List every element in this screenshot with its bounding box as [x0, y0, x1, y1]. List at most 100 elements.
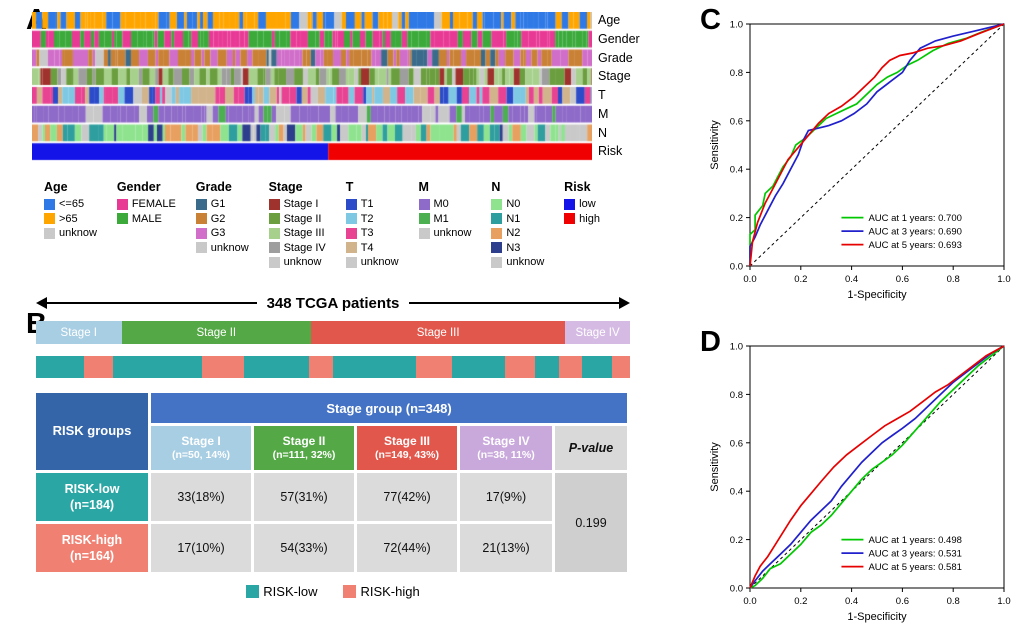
- heatmap-row-label: T: [598, 88, 606, 102]
- y-tick-label: 0.0: [730, 262, 743, 273]
- legend-label: Stage I: [283, 198, 319, 210]
- y-axis-label: Sensitivity: [709, 442, 721, 492]
- risk-segment-high: [416, 356, 452, 378]
- legend-swatch-icon: [491, 227, 503, 239]
- legend-item: G1: [195, 198, 249, 210]
- legend-group-age: Age <=65 >65 unknow: [44, 180, 97, 271]
- legend-label: N1: [506, 212, 521, 225]
- legend-label: T1: [360, 198, 374, 210]
- legend-item: Stage II: [268, 212, 326, 225]
- y-axis-label: Sensitivity: [709, 120, 721, 170]
- roc-legend-entry: AUC at 1 years: 0.498: [868, 535, 961, 546]
- stage-segment: Stage I: [36, 321, 122, 344]
- risk-segment-low: [243, 356, 310, 378]
- legend-swatch-icon: [491, 213, 503, 224]
- legend-swatch-icon: [44, 227, 55, 239]
- legend-item: FEMALE: [116, 198, 176, 210]
- legend-swatch-icon: [268, 198, 280, 210]
- heatmap-row-label: Grade: [598, 50, 633, 65]
- x-tick-label: 0.0: [743, 274, 756, 285]
- stage-segment: Stage III: [311, 321, 566, 344]
- legend-item: high: [564, 213, 600, 225]
- legend-label: N0: [506, 198, 521, 210]
- risk-legend: RISK-low RISK-high: [36, 584, 630, 599]
- risk-segment-low: [582, 356, 613, 378]
- table-col-header-stage1: Stage I (n=50, 14%): [151, 426, 251, 470]
- x-tick-label: 0.2: [794, 274, 807, 285]
- legend-item: unknow: [491, 256, 544, 268]
- legend-item: unknow: [268, 256, 326, 268]
- legend-label: M1: [433, 212, 449, 225]
- legend-label: M0: [433, 198, 449, 210]
- roc-legend-entry: AUC at 1 years: 0.700: [868, 213, 961, 224]
- legend-group-gender: Gender FEMALE MALE: [116, 180, 176, 271]
- table-col-header-stage4: Stage IV (n=38, 11%): [460, 426, 552, 470]
- table-group-header: Stage group (n=348): [151, 393, 627, 423]
- legend-swatch-icon: [345, 213, 357, 224]
- legend-item: N1: [491, 213, 544, 225]
- x-tick-label: 0.8: [947, 274, 960, 285]
- legend-label: <=65: [59, 198, 85, 210]
- legend-swatch-icon: [44, 213, 55, 224]
- risk-segment-high: [505, 356, 535, 378]
- roc-curve: [749, 23, 1005, 267]
- legend-label: low: [579, 198, 596, 210]
- x-axis-label: 1-Specificity: [847, 289, 907, 301]
- legend-swatch-icon: [491, 242, 503, 253]
- legend-item: T4: [345, 241, 399, 254]
- risk-legend-item: RISK-high: [343, 584, 420, 599]
- legend-label: >65: [59, 212, 78, 225]
- x-tick-label: 0.0: [743, 596, 756, 607]
- arrow-left-icon: [36, 297, 47, 309]
- legend-label: T4: [360, 241, 374, 254]
- table-row-header-risk-high: RISK-high (n=164): [36, 524, 148, 572]
- legend-item: G3: [195, 227, 249, 239]
- legend-label: high: [579, 212, 600, 225]
- legend-label: Stage II: [283, 212, 322, 225]
- stage-distribution-bar: Stage I Stage II Stage III Stage IV: [36, 321, 630, 344]
- heatmap-row-label: Stage: [598, 69, 631, 84]
- legend-swatch-icon: [418, 227, 430, 239]
- legend-group-t: T T1 T2 T3 T4 unknow: [345, 180, 399, 271]
- legend-item: M1: [418, 212, 472, 225]
- legend-label: Stage IV: [283, 241, 326, 254]
- legend-item: unknow: [418, 227, 471, 239]
- legend-item: T2: [345, 212, 399, 225]
- y-tick-label: 0.4: [730, 487, 743, 498]
- legend-item: unknow: [345, 256, 399, 268]
- legend-swatch-icon: [343, 585, 357, 598]
- heatmap-row-label: Risk: [598, 144, 623, 159]
- legend-label: T3: [360, 227, 374, 239]
- table-row-header-risk-low: RISK-low (n=184): [36, 473, 148, 521]
- stage-segment: Stage II: [121, 321, 312, 344]
- legend-label: T2: [360, 212, 374, 225]
- legend-swatch-icon: [418, 198, 430, 210]
- plot-box: [749, 23, 1005, 267]
- risk-segment-high: [83, 356, 114, 378]
- legend-group-title: Grade: [195, 180, 232, 194]
- legend-item: T3: [345, 227, 399, 239]
- x-tick-label: 1.0: [997, 596, 1010, 607]
- roc-curve: [749, 345, 1005, 589]
- arrow-right-icon: [619, 297, 630, 309]
- legend-item: low: [564, 198, 600, 210]
- risk-segment-high: [558, 356, 583, 378]
- legend-item: <=65: [44, 198, 97, 210]
- risk-segment-low: [36, 356, 84, 378]
- legend-item: Stage IV: [268, 241, 326, 254]
- reference-diagonal: [749, 23, 1005, 267]
- x-tick-label: 0.4: [845, 596, 858, 607]
- legend-item: Stage I: [268, 198, 326, 210]
- legend-swatch-icon: [564, 198, 576, 210]
- table-col-header-stage2: Stage II (n=111, 32%): [254, 426, 354, 470]
- legend-label: N3: [506, 241, 521, 254]
- y-tick-label: 1.0: [730, 20, 743, 31]
- legend-label: unknow: [360, 256, 399, 268]
- y-tick-label: 0.8: [730, 68, 743, 79]
- table-cell: 72(44%): [357, 524, 457, 572]
- risk-segment-high: [202, 356, 244, 378]
- heatmap-row-label: Gender: [598, 31, 640, 46]
- legend-item: T1: [345, 198, 399, 210]
- legend-swatch-icon: [268, 242, 280, 253]
- legend-label: Stage III: [283, 227, 325, 239]
